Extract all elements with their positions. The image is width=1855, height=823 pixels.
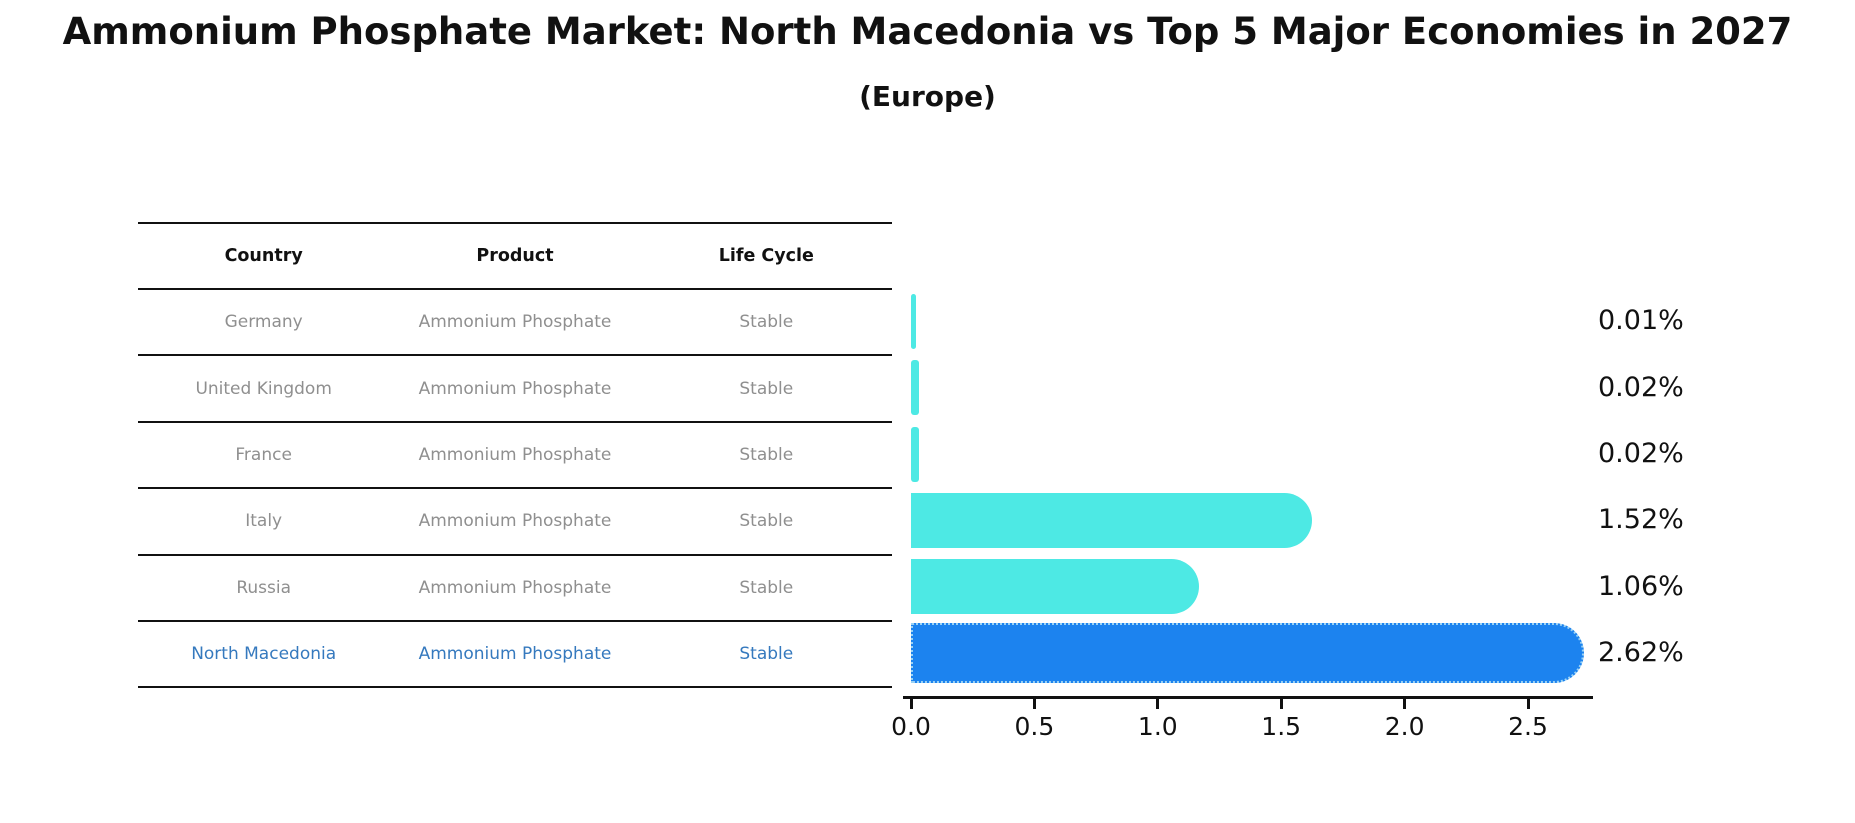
- bar-france: [911, 426, 919, 482]
- table-cell-country: Germany: [224, 312, 303, 333]
- table-row-france: France Ammonium Phosphate Stable: [138, 423, 892, 490]
- table-cell-product: Ammonium Phosphate: [418, 644, 612, 665]
- table-cell-life-cycle: Stable: [739, 444, 794, 465]
- bar-value-label: 2.62%: [1598, 637, 1684, 669]
- table-cell-country: Russia: [236, 577, 291, 598]
- table-cell-country: United Kingdom: [195, 378, 332, 399]
- table-cell-life-cycle: Stable: [739, 511, 794, 532]
- table-row-north-macedonia: North Macedonia Ammonium Phosphate Stable: [138, 622, 892, 689]
- bar-united-kingdom: [911, 360, 919, 416]
- bar-value-label: 1.06%: [1598, 570, 1684, 602]
- bar-italy: [911, 492, 1313, 548]
- table-body: Germany Ammonium Phosphate Stable United Ki…: [138, 290, 892, 689]
- table-cell-country: North Macedonia: [191, 644, 337, 665]
- x-axis-tick-label: 2.5: [1508, 712, 1548, 741]
- table-header-cell-life-cycle: Life Cycle: [718, 246, 814, 266]
- x-axis-tick: [1156, 699, 1160, 709]
- table-cell-life-cycle: Stable: [739, 644, 794, 665]
- table-cell-life-cycle: Stable: [739, 312, 794, 333]
- chart-title: Ammonium Phosphate Market: North Macedon…: [62, 10, 1793, 53]
- bar-russia: [911, 559, 1199, 615]
- x-axis-tick-label: 1.5: [1261, 712, 1302, 741]
- table-row-united-kingdom: United Kingdom Ammonium Phosphate Stable: [138, 356, 892, 423]
- x-axis-tick: [909, 699, 913, 709]
- bar-highlight-north-macedonia: [911, 623, 1584, 684]
- x-axis-tick-label: 1.0: [1137, 712, 1178, 741]
- table-cell-product: Ammonium Phosphate: [418, 511, 612, 532]
- table-cell-product: Ammonium Phosphate: [418, 444, 612, 465]
- bar-value-label: 0.02%: [1598, 437, 1684, 469]
- country-table: Country Product Life Cycle Germany Ammonium…: [138, 222, 892, 689]
- x-axis-tick-label: 0.5: [1014, 712, 1055, 741]
- table-cell-product: Ammonium Phosphate: [418, 378, 612, 399]
- bar-value-label: 1.52%: [1598, 504, 1684, 536]
- table-header-cell-product: Product: [476, 246, 554, 266]
- table-cell-life-cycle: Stable: [739, 378, 794, 399]
- table-cell-country: France: [235, 444, 292, 465]
- x-axis-tick: [1279, 699, 1283, 709]
- x-axis-tick: [1526, 699, 1530, 709]
- table-header-row: Country Product Life Cycle: [138, 224, 892, 290]
- x-axis-tick: [1032, 699, 1036, 709]
- table-row-italy: Italy Ammonium Phosphate Stable: [138, 489, 892, 556]
- table-cell-country: Italy: [245, 511, 283, 532]
- table-row-germany: Germany Ammonium Phosphate Stable: [138, 290, 892, 357]
- table-header-cell-country: Country: [224, 246, 303, 266]
- bar-value-label: 0.02%: [1598, 371, 1684, 403]
- chart-subtitle: (Europe): [859, 80, 996, 113]
- x-axis-tick: [1403, 699, 1407, 709]
- table-cell-product: Ammonium Phosphate: [418, 577, 612, 598]
- x-axis-line: [903, 696, 1593, 699]
- table-cell-product: Ammonium Phosphate: [418, 312, 612, 333]
- x-axis-tick-label: 2.0: [1384, 712, 1425, 741]
- table-row-russia: Russia Ammonium Phosphate Stable: [138, 556, 892, 622]
- bar-value-label: 0.01%: [1598, 305, 1684, 337]
- bar-germany: [911, 293, 917, 349]
- table-cell-life-cycle: Stable: [739, 577, 794, 598]
- x-axis-tick-label: 0.0: [891, 712, 931, 741]
